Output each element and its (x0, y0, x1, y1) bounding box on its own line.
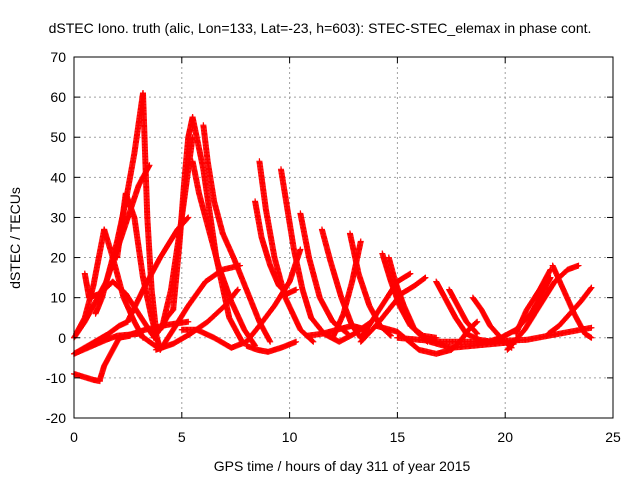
data-point (344, 330, 351, 337)
y-tick-label: 50 (50, 129, 66, 145)
series-42 (446, 286, 481, 337)
data-point (387, 332, 394, 339)
series-46 (512, 266, 554, 337)
data-point (473, 329, 480, 336)
y-tick-label: 60 (50, 89, 66, 105)
data-point (234, 286, 241, 293)
series-30 (297, 210, 351, 337)
data-point (185, 214, 192, 221)
data-point (234, 287, 241, 294)
data-point (343, 330, 350, 337)
x-axis-ticks: 0 5 10 15 20 25 (70, 57, 621, 445)
series-15 (114, 190, 164, 353)
y-tick-label: 20 (50, 250, 66, 266)
y-tick-label: 70 (50, 49, 66, 65)
x-tick-label: 20 (497, 429, 513, 445)
y-tick-label: 10 (50, 290, 66, 306)
x-tick-label: 0 (70, 429, 78, 445)
series-19 (189, 158, 259, 349)
data-point (293, 286, 300, 293)
series-25 (256, 158, 317, 345)
y-tick-label: 40 (50, 169, 66, 185)
y-tick-label: -10 (46, 370, 66, 386)
data-point (184, 215, 191, 222)
series-35 (329, 238, 364, 341)
data-point (421, 275, 428, 282)
data-point (297, 246, 304, 253)
series-28 (277, 166, 315, 321)
series-50 (426, 338, 519, 351)
y-tick-label: 30 (50, 209, 66, 225)
series-20 (200, 122, 226, 237)
series-26 (252, 198, 300, 297)
data-point (310, 338, 317, 345)
grid-lines (74, 57, 613, 418)
data-point (575, 262, 582, 269)
x-tick-label: 25 (605, 429, 621, 445)
x-tick-label: 5 (178, 429, 186, 445)
data-point (267, 338, 274, 345)
data-point (587, 285, 594, 292)
x-tick-label: 15 (390, 429, 406, 445)
data-point (588, 334, 595, 341)
data-point (474, 330, 481, 337)
data-point (407, 270, 414, 277)
y-axis-ticks: -20 -10 0 10 20 30 40 50 60 70 (46, 49, 613, 426)
series-6 (73, 226, 108, 337)
plot-frame (73, 56, 614, 419)
y-axis-label: dSTEC / TECUs (7, 187, 23, 289)
data-point (357, 238, 364, 245)
data-point (512, 338, 519, 345)
chart-title: dSTEC Iono. truth (alic, Lon=133, Lat=-2… (49, 20, 592, 36)
data-point (588, 284, 595, 291)
data-points (71, 90, 595, 385)
data-point (474, 318, 481, 325)
x-axis-label: GPS time / hours of day 311 of year 2015 (214, 458, 471, 474)
data-point (406, 271, 413, 278)
data-point (309, 337, 316, 344)
series-12 (139, 90, 159, 333)
data-point (387, 332, 394, 339)
series-21 (219, 230, 274, 345)
data-point (473, 319, 480, 326)
data-point (588, 324, 595, 331)
data-point (422, 274, 429, 281)
y-tick-label: 0 (58, 330, 66, 346)
series-48 (545, 284, 595, 337)
x-tick-label: 10 (282, 429, 298, 445)
series-27 (243, 338, 300, 355)
y-tick-label: -20 (46, 410, 66, 426)
data-point (293, 338, 300, 345)
series-47 (549, 262, 595, 341)
data-point (185, 318, 192, 325)
